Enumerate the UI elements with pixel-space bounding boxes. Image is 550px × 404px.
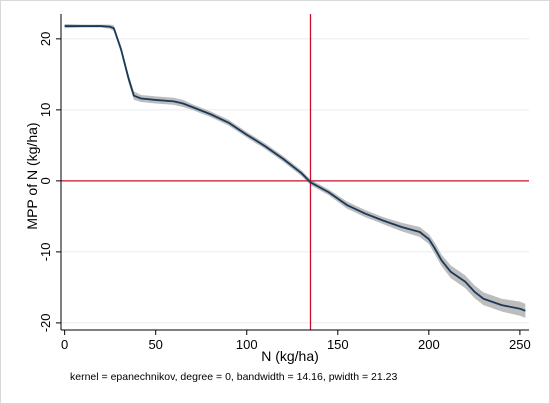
x-tick-label-3: 150 [327, 337, 349, 352]
y-tick-label-4: 20 [38, 32, 53, 46]
axes [60, 14, 529, 331]
x-tick-label-5: 250 [509, 337, 531, 352]
x-ticks: 0 50 100 150 200 250 [61, 330, 531, 352]
series-line-0 [64, 25, 526, 312]
y-tick-label-1: -10 [38, 242, 53, 261]
gridlines [61, 14, 529, 330]
y-ticks: -20 -10 0 10 20 [38, 32, 61, 333]
y-tick-label-3: 10 [38, 103, 53, 117]
reference-lines [61, 14, 529, 330]
chart-note: kernel = epanechnikov, degree = 0, bandw… [70, 371, 397, 383]
series-lines [64, 25, 526, 312]
x-tick-label-4: 200 [418, 337, 440, 352]
y-tick-label-2: 0 [38, 177, 53, 184]
y-tick-label-0: -20 [38, 314, 53, 333]
x-tick-label-2: 100 [236, 337, 258, 352]
x-tick-label-1: 50 [148, 337, 162, 352]
x-tick-label-0: 0 [61, 337, 68, 352]
y-axis-title: MPP of N (kg/ha) [24, 122, 40, 229]
x-axis-title: N (kg/ha) [261, 348, 319, 364]
